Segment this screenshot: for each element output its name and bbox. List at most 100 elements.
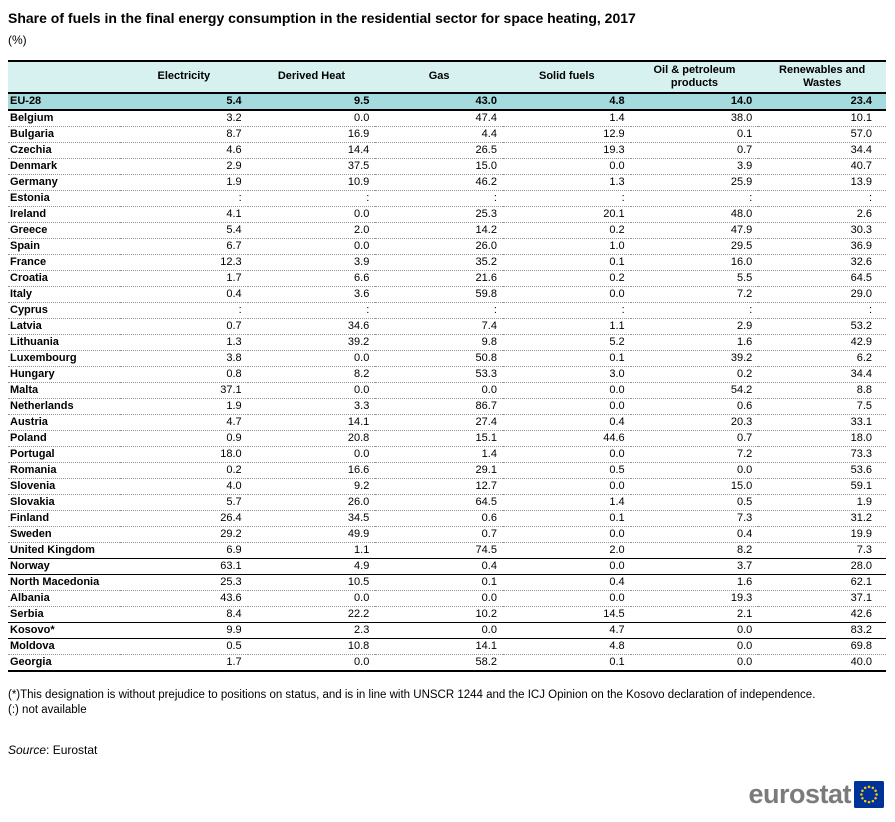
value-cell: 0.0 — [502, 286, 631, 303]
country-cell: Italy — [8, 286, 120, 303]
table-row: Lithuania 1.3 39.2 9.8 5.2 1.6 42.9 — [8, 334, 886, 351]
value-cell: 15.1 — [375, 430, 503, 447]
value-cell: 1.1 — [247, 542, 376, 559]
value-cell: 14.5 — [502, 606, 631, 623]
value-cell: 0.0 — [502, 398, 631, 415]
table-row: Moldova 0.5 10.8 14.1 4.8 0.0 69.8 — [8, 638, 886, 655]
value-cell: 19.3 — [502, 142, 631, 159]
value-cell: 7.3 — [758, 542, 886, 559]
value-cell: 3.6 — [247, 286, 376, 303]
value-cell: 9.5 — [247, 92, 376, 111]
table-row: Portugal 18.0 0.0 1.4 0.0 7.2 73.3 — [8, 446, 886, 463]
value-cell: 12.9 — [502, 126, 631, 143]
value-cell: 10.1 — [758, 109, 886, 127]
value-cell: 0.0 — [247, 590, 376, 607]
page-title: Share of fuels in the final energy consu… — [8, 10, 636, 26]
value-cell: : — [120, 302, 248, 319]
value-cell: 20.8 — [247, 430, 376, 447]
value-cell: 0.2 — [502, 222, 631, 239]
value-cell: 0.0 — [247, 654, 376, 672]
value-cell: 5.7 — [120, 494, 248, 511]
value-cell: 19.9 — [758, 526, 886, 543]
value-cell: 3.3 — [247, 398, 376, 415]
country-cell: EU-28 — [8, 92, 120, 111]
value-cell: 16.6 — [247, 462, 376, 479]
value-cell: 43.6 — [120, 590, 248, 607]
table-row: Slovakia 5.7 26.0 64.5 1.4 0.5 1.9 — [8, 494, 886, 511]
value-cell: 0.0 — [375, 382, 503, 399]
country-cell: Portugal — [8, 446, 120, 463]
value-cell: 30.3 — [758, 222, 886, 239]
value-cell: 1.7 — [120, 654, 248, 672]
value-cell: 0.0 — [502, 158, 631, 175]
value-cell: 53.3 — [375, 366, 503, 383]
eu-flag-icon — [854, 781, 884, 808]
country-cell: Croatia — [8, 270, 120, 287]
value-cell: 1.4 — [502, 109, 631, 127]
value-cell: 21.6 — [375, 270, 503, 287]
source-label: Source — [8, 742, 47, 757]
value-cell: 37.1 — [120, 382, 248, 399]
table-row: Spain 6.7 0.0 26.0 1.0 29.5 36.9 — [8, 238, 886, 255]
value-cell: 28.0 — [758, 558, 886, 575]
table-row: Hungary 0.8 8.2 53.3 3.0 0.2 34.4 — [8, 366, 886, 383]
value-cell: 9.9 — [120, 622, 248, 639]
value-cell: 40.7 — [758, 158, 886, 175]
value-cell: 0.0 — [502, 558, 631, 575]
country-cell: Moldova — [8, 638, 120, 655]
value-cell: 54.2 — [630, 382, 759, 399]
value-cell: 0.1 — [502, 350, 631, 367]
country-cell: Cyprus — [8, 302, 120, 319]
value-cell: 39.2 — [247, 334, 376, 351]
value-cell: 14.1 — [375, 638, 503, 655]
value-cell: 15.0 — [375, 158, 503, 175]
country-cell: Spain — [8, 238, 120, 255]
value-cell: 0.0 — [630, 622, 759, 639]
value-cell: 1.9 — [758, 494, 886, 511]
value-cell: 53.6 — [758, 462, 886, 479]
table-row: Ireland 4.1 0.0 25.3 20.1 48.0 2.6 — [8, 206, 886, 223]
country-cell: Bulgaria — [8, 126, 120, 143]
value-cell: : — [630, 302, 759, 319]
value-cell: : — [247, 302, 376, 319]
value-cell: 14.0 — [630, 92, 759, 111]
value-cell: 57.0 — [758, 126, 886, 143]
table-row: Norway 63.1 4.9 0.4 0.0 3.7 28.0 — [8, 558, 886, 575]
value-cell: 2.9 — [630, 318, 759, 335]
value-cell: 0.2 — [502, 270, 631, 287]
country-cell: Romania — [8, 462, 120, 479]
column-header-oil-petroleum: Oil & petroleum products — [630, 59, 759, 94]
column-header-derived-heat: Derived Heat — [247, 59, 376, 94]
value-cell: 7.2 — [630, 446, 759, 463]
table-row: Poland 0.9 20.8 15.1 44.6 0.7 18.0 — [8, 430, 886, 447]
country-cell: Poland — [8, 430, 120, 447]
value-cell: 23.4 — [758, 92, 886, 111]
table-row: Croatia 1.7 6.6 21.6 0.2 5.5 64.5 — [8, 270, 886, 287]
unit-label: (%) — [8, 32, 27, 47]
table-row: Malta 37.1 0.0 0.0 0.0 54.2 8.8 — [8, 382, 886, 399]
value-cell: 25.3 — [120, 574, 248, 591]
value-cell: : — [247, 190, 376, 207]
country-cell: Czechia — [8, 142, 120, 159]
value-cell: 8.7 — [120, 126, 248, 143]
table-row: Serbia 8.4 22.2 10.2 14.5 2.1 42.6 — [8, 606, 886, 623]
country-cell: Finland — [8, 510, 120, 527]
value-cell: 42.9 — [758, 334, 886, 351]
value-cell: 7.2 — [630, 286, 759, 303]
page: Share of fuels in the final energy consu… — [8, 10, 886, 757]
column-header-solid-fuels: Solid fuels — [502, 59, 631, 94]
value-cell: 0.0 — [375, 590, 503, 607]
table-row: Albania 43.6 0.0 0.0 0.0 19.3 37.1 — [8, 590, 886, 607]
value-cell: 10.8 — [247, 638, 376, 655]
value-cell: 0.0 — [630, 638, 759, 655]
country-cell: France — [8, 254, 120, 271]
value-cell: 43.0 — [375, 92, 503, 111]
value-cell: 7.4 — [375, 318, 503, 335]
country-cell: Slovakia — [8, 494, 120, 511]
flag-background — [854, 781, 884, 808]
value-cell: 15.0 — [630, 478, 759, 495]
value-cell: 29.2 — [120, 526, 248, 543]
value-cell: 40.0 — [758, 654, 886, 672]
table-row: Belgium 3.2 0.0 47.4 1.4 38.0 10.1 — [8, 109, 886, 127]
value-cell: 0.1 — [502, 254, 631, 271]
